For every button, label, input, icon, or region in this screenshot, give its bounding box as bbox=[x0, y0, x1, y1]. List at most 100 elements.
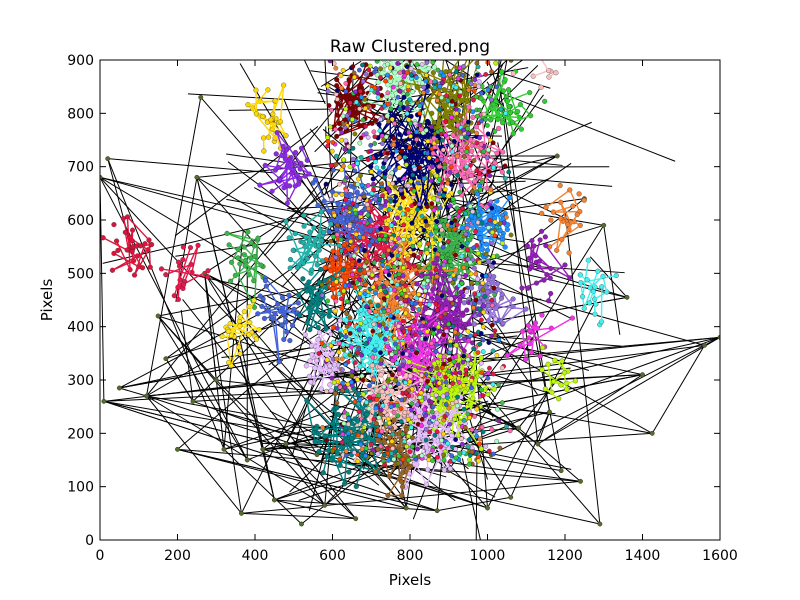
cluster-point bbox=[339, 130, 344, 135]
cluster-point bbox=[461, 353, 466, 359]
cluster-point bbox=[471, 158, 477, 163]
cluster-point bbox=[381, 60, 387, 63]
cluster-edge bbox=[293, 249, 316, 257]
cluster-edge bbox=[392, 172, 422, 208]
cluster-point bbox=[181, 282, 187, 288]
cluster-point bbox=[425, 241, 431, 247]
cluster-point bbox=[451, 359, 457, 364]
cluster-point bbox=[353, 483, 359, 490]
cluster-point bbox=[418, 377, 424, 383]
connection-line bbox=[204, 273, 318, 455]
cluster-point bbox=[346, 416, 351, 421]
cluster-point bbox=[492, 129, 498, 134]
connection-line bbox=[157, 315, 326, 506]
scatter-point bbox=[558, 468, 564, 474]
cluster-point bbox=[357, 82, 363, 88]
cluster-point bbox=[386, 458, 391, 463]
cluster-point bbox=[431, 331, 436, 336]
cluster-point bbox=[347, 223, 353, 229]
cluster-point bbox=[403, 390, 409, 396]
cluster-point bbox=[465, 247, 470, 253]
connection-line bbox=[215, 379, 357, 520]
cluster-point bbox=[476, 84, 481, 89]
cluster-point bbox=[496, 382, 501, 387]
cluster-point bbox=[328, 196, 334, 202]
cluster-point bbox=[358, 155, 364, 160]
cluster-edge bbox=[191, 245, 199, 273]
cluster-point bbox=[364, 304, 370, 309]
cluster-point bbox=[450, 301, 456, 306]
cluster-point bbox=[345, 264, 352, 270]
cluster-point bbox=[354, 280, 360, 285]
cluster-point bbox=[378, 75, 383, 80]
cluster-point bbox=[480, 393, 486, 398]
cluster-point bbox=[436, 395, 442, 401]
cluster-point bbox=[429, 110, 435, 116]
cluster-point bbox=[376, 170, 382, 176]
cluster-point bbox=[410, 195, 416, 200]
cluster-point bbox=[334, 133, 340, 139]
cluster-point bbox=[428, 79, 434, 85]
cluster-point bbox=[493, 316, 498, 322]
cluster-point bbox=[314, 358, 320, 364]
cluster-point bbox=[465, 357, 471, 362]
cluster-point bbox=[372, 69, 377, 75]
cluster-point bbox=[359, 446, 365, 452]
cluster-point bbox=[557, 182, 563, 189]
cluster-point bbox=[445, 252, 451, 258]
cluster-point bbox=[441, 431, 446, 437]
cluster-point bbox=[372, 267, 377, 273]
connection-line bbox=[302, 250, 334, 331]
cluster-point bbox=[526, 255, 532, 261]
cluster-point bbox=[365, 212, 371, 218]
cluster-point bbox=[379, 389, 385, 395]
cluster-point bbox=[398, 300, 404, 305]
cluster-point bbox=[369, 362, 375, 369]
cluster-point bbox=[527, 328, 533, 334]
cluster-point bbox=[436, 91, 442, 97]
cluster-point bbox=[393, 167, 398, 173]
cluster-edge bbox=[483, 305, 504, 324]
cluster-edge bbox=[237, 257, 264, 278]
cluster-point bbox=[404, 162, 409, 168]
cluster-point bbox=[205, 274, 211, 280]
cluster-point bbox=[453, 354, 458, 360]
cluster-point bbox=[475, 250, 481, 256]
cluster-point bbox=[466, 119, 471, 125]
cluster-point bbox=[441, 457, 447, 463]
cluster-point bbox=[450, 323, 456, 329]
cluster-point bbox=[368, 143, 374, 148]
cluster-point bbox=[463, 210, 468, 216]
cluster-point bbox=[470, 209, 476, 215]
cluster-point bbox=[378, 407, 384, 413]
cluster-point bbox=[371, 129, 377, 135]
cluster-point bbox=[406, 359, 412, 365]
cluster-point bbox=[369, 442, 374, 447]
cluster-point bbox=[405, 216, 411, 222]
cluster-point bbox=[347, 100, 353, 106]
cluster-point bbox=[397, 261, 403, 266]
cluster-point bbox=[376, 236, 382, 242]
cluster-point bbox=[474, 113, 480, 119]
connection-line bbox=[262, 448, 600, 525]
cluster-point bbox=[407, 326, 413, 332]
cluster-point bbox=[453, 252, 458, 258]
cluster-point bbox=[482, 294, 488, 299]
cluster-point bbox=[418, 273, 424, 279]
cluster-point bbox=[446, 239, 451, 244]
cluster-point bbox=[393, 378, 398, 383]
cluster-point bbox=[423, 78, 429, 84]
cluster-point bbox=[495, 406, 500, 412]
cluster-point bbox=[332, 212, 337, 218]
cluster-point bbox=[416, 264, 422, 269]
cluster-point bbox=[336, 291, 342, 297]
cluster-point bbox=[453, 446, 459, 452]
cluster-point bbox=[419, 62, 425, 67]
cluster-point bbox=[381, 452, 387, 458]
cluster-point bbox=[472, 88, 477, 94]
cluster-edge bbox=[303, 211, 322, 227]
cluster-point bbox=[344, 299, 350, 304]
cluster-point bbox=[319, 340, 325, 346]
cluster-point bbox=[417, 227, 423, 233]
cluster-point bbox=[370, 447, 376, 453]
